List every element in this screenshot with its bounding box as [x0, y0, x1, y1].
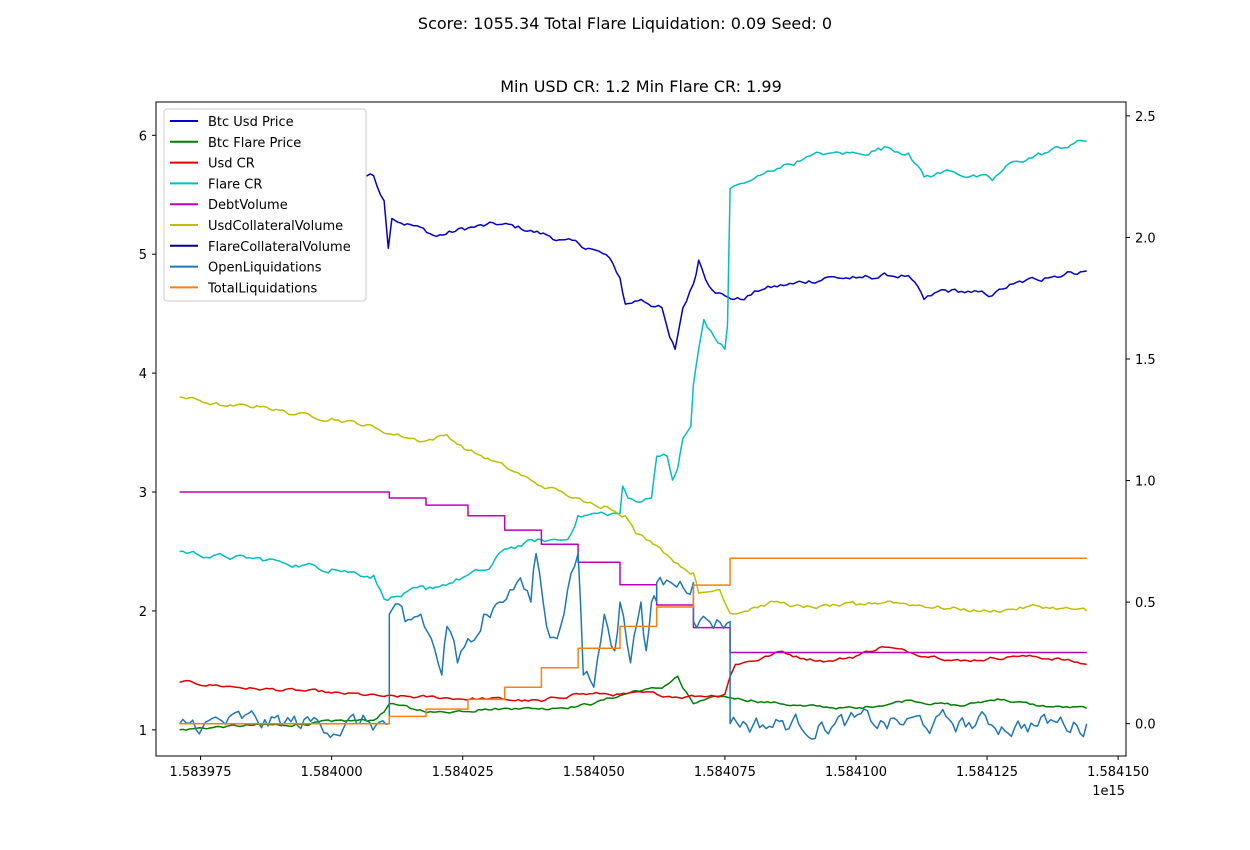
x-tick-label: 1.584025: [432, 765, 494, 780]
y-axis-left: 1 2 3 4 5 6: [139, 129, 156, 739]
plot-frame: [155, 101, 1127, 757]
y-right-tick-label: 2.5: [1135, 110, 1156, 125]
y-right-tick-label: 0.0: [1135, 718, 1156, 733]
figure-suptitle: Score: 1055.34 Total Flare Liquidation: …: [417, 14, 833, 33]
x-tick-label: 1.584150: [1087, 765, 1149, 780]
y-left-tick-label: 6: [139, 129, 147, 144]
y-left-tick-label: 5: [139, 248, 147, 263]
legend-entry-label: Usd CR: [208, 157, 255, 172]
series-line-usd-cr: [179, 645, 1087, 703]
series-line-btc-flare-price: [179, 675, 1088, 731]
x-tick-label: 1.584000: [301, 765, 363, 780]
legend-entry-label: Flare CR: [208, 177, 262, 192]
y-right-tick-label: 1.0: [1135, 475, 1156, 490]
y-right-tick-label: 2.0: [1135, 231, 1156, 246]
series-line-usdcollateralvolume: [179, 396, 1088, 615]
series-line-openliquidations: [179, 552, 1088, 740]
legend-entry-label: FlareCollateralVolume: [208, 240, 351, 255]
y-left-tick-label: 3: [139, 486, 147, 501]
x-tick-label: 1.583975: [170, 765, 232, 780]
legend: Btc Usd Price Btc Flare Price Usd CR Flare …: [163, 108, 367, 302]
x-offset-label: 1e15: [1092, 784, 1125, 799]
legend-entry-label: TotalLiquidations: [207, 281, 317, 296]
y-axis-right: 0.0 0.5 1.0 1.5 2.0 2.5: [1126, 110, 1156, 733]
x-tick-label: 1.584100: [825, 765, 887, 780]
series-line-flare-cr: [179, 139, 1087, 602]
y-right-tick-label: 0.5: [1135, 596, 1156, 611]
x-axis: 1.583975 1.584000 1.584025 1.584050 1.584075…: [170, 756, 1149, 780]
series-layer: [179, 132, 1088, 740]
series-line-totalliquidations: [179, 557, 1087, 725]
legend-entry-label: UsdCollateralVolume: [208, 219, 343, 234]
legend-entry-label: DebtVolume: [208, 198, 288, 213]
legend-box: [163, 108, 367, 302]
legend-entry-label: Btc Flare Price: [208, 136, 301, 151]
y-left-tick-label: 4: [139, 367, 147, 382]
y-left-tick-label: 1: [139, 724, 147, 739]
y-right-tick-label: 1.5: [1135, 353, 1156, 368]
series-line-debtvolume: [179, 491, 1087, 654]
legend-entry-label: OpenLiquidations: [208, 261, 322, 276]
legend-entry-label: Btc Usd Price: [208, 115, 294, 130]
x-tick-label: 1.584050: [563, 765, 625, 780]
x-tick-label: 1.584125: [956, 765, 1018, 780]
chart-title: Min USD CR: 1.2 Min Flare CR: 1.99: [500, 77, 782, 96]
x-tick-label: 1.584075: [694, 765, 756, 780]
y-left-tick-label: 2: [139, 605, 147, 620]
